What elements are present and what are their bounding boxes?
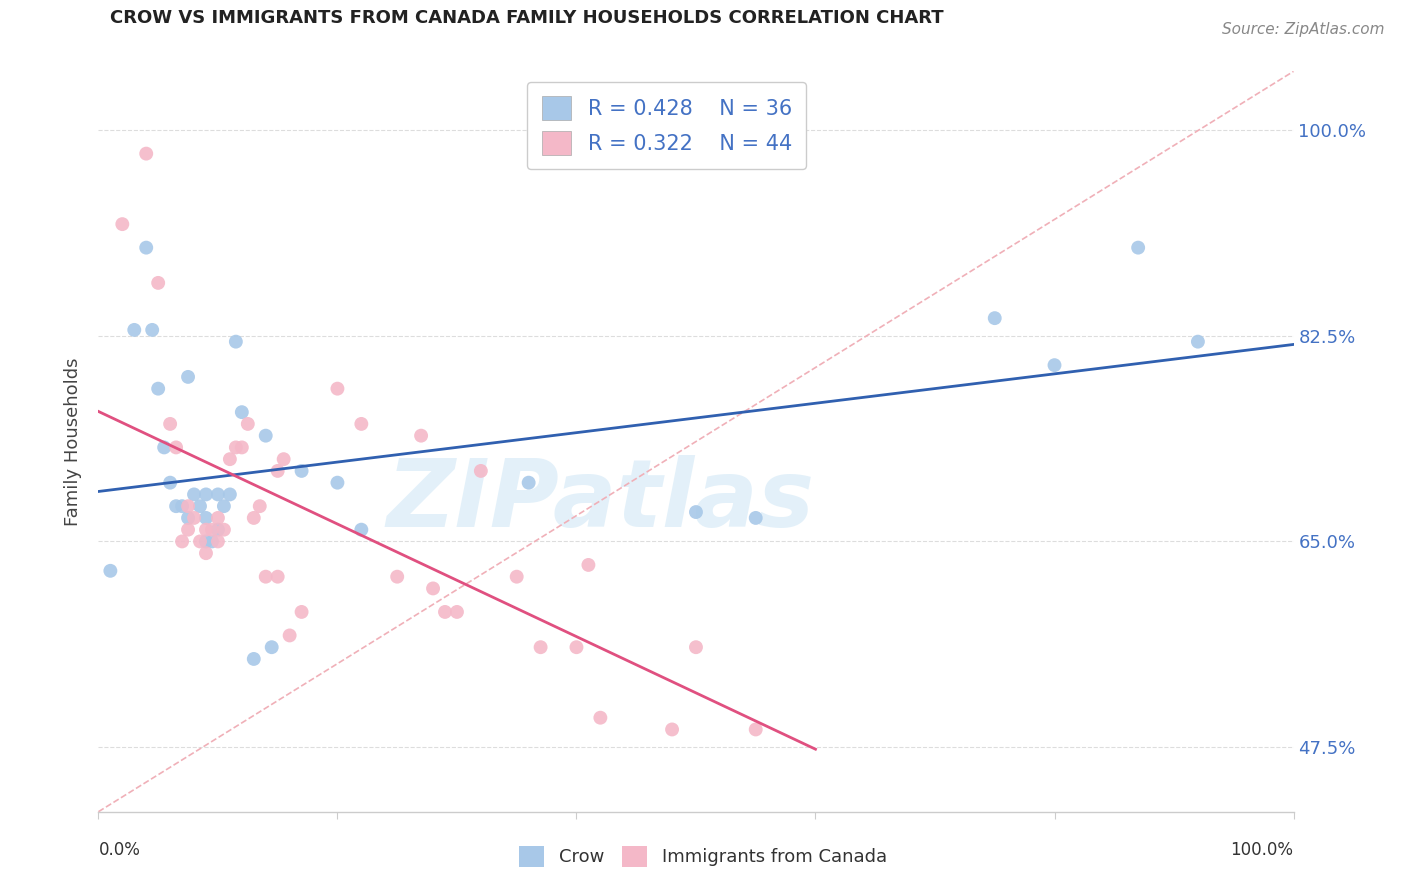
- Point: [984, 311, 1007, 326]
- Point: [212, 523, 235, 537]
- Point: [565, 640, 588, 655]
- Text: Source: ZipAtlas.com: Source: ZipAtlas.com: [1222, 22, 1385, 37]
- Point: [201, 534, 224, 549]
- Point: [411, 428, 433, 442]
- Point: [231, 441, 253, 455]
- Point: [254, 570, 277, 584]
- Point: [188, 499, 211, 513]
- Text: 100.0%: 100.0%: [1230, 841, 1294, 859]
- Point: [225, 334, 247, 349]
- Point: [422, 582, 444, 596]
- Point: [195, 546, 218, 560]
- Point: [1187, 334, 1209, 349]
- Point: [685, 505, 707, 519]
- Point: [111, 217, 134, 231]
- Text: 0.0%: 0.0%: [98, 841, 141, 859]
- Point: [207, 534, 229, 549]
- Point: [589, 711, 612, 725]
- Point: [470, 464, 492, 478]
- Point: [350, 417, 373, 431]
- Point: [517, 475, 540, 490]
- Point: [745, 723, 768, 737]
- Point: [661, 723, 683, 737]
- Point: [177, 511, 200, 525]
- Point: [183, 511, 205, 525]
- Point: [195, 511, 218, 525]
- Point: [326, 475, 349, 490]
- Point: [446, 605, 468, 619]
- Legend: Crow, Immigrants from Canada: Crow, Immigrants from Canada: [512, 838, 894, 874]
- Point: [207, 511, 229, 525]
- Point: [326, 382, 349, 396]
- Point: [1043, 358, 1066, 372]
- Point: [434, 605, 457, 619]
- Text: ZIPatlas: ZIPatlas: [387, 455, 814, 547]
- Point: [188, 534, 211, 549]
- Point: [530, 640, 553, 655]
- Point: [278, 628, 301, 642]
- Point: [225, 441, 247, 455]
- Point: [1128, 241, 1150, 255]
- Point: [148, 382, 170, 396]
- Point: [578, 558, 600, 572]
- Point: [267, 464, 290, 478]
- Point: [165, 499, 187, 513]
- Point: [159, 475, 181, 490]
- Point: [685, 640, 707, 655]
- Point: [177, 499, 200, 513]
- Point: [98, 564, 122, 578]
- Point: [207, 523, 229, 537]
- Point: [212, 499, 235, 513]
- Point: [385, 570, 409, 584]
- Point: [231, 405, 253, 419]
- Point: [745, 511, 768, 525]
- Point: [207, 487, 229, 501]
- Point: [219, 487, 242, 501]
- Point: [195, 523, 218, 537]
- Point: [254, 428, 277, 442]
- Point: [260, 640, 283, 655]
- Point: [273, 452, 295, 467]
- Point: [195, 487, 218, 501]
- Point: [172, 534, 194, 549]
- Point: [201, 523, 224, 537]
- Point: [243, 652, 266, 666]
- Point: [183, 487, 205, 501]
- Point: [148, 276, 170, 290]
- Point: [219, 452, 242, 467]
- Y-axis label: Family Households: Family Households: [65, 358, 83, 525]
- Point: [291, 464, 314, 478]
- Point: [124, 323, 146, 337]
- Point: [291, 605, 314, 619]
- Point: [153, 441, 176, 455]
- Point: [172, 499, 194, 513]
- Point: [159, 417, 181, 431]
- Point: [267, 570, 290, 584]
- Point: [236, 417, 259, 431]
- Point: [350, 523, 373, 537]
- Point: [243, 511, 266, 525]
- Point: [135, 146, 157, 161]
- Legend: R = 0.428    N = 36, R = 0.322    N = 44: R = 0.428 N = 36, R = 0.322 N = 44: [527, 82, 807, 169]
- Point: [177, 523, 200, 537]
- Point: [135, 241, 157, 255]
- Point: [141, 323, 163, 337]
- Text: CROW VS IMMIGRANTS FROM CANADA FAMILY HOUSEHOLDS CORRELATION CHART: CROW VS IMMIGRANTS FROM CANADA FAMILY HO…: [111, 9, 943, 27]
- Point: [506, 570, 529, 584]
- Point: [177, 370, 200, 384]
- Point: [249, 499, 271, 513]
- Point: [195, 534, 218, 549]
- Point: [165, 441, 187, 455]
